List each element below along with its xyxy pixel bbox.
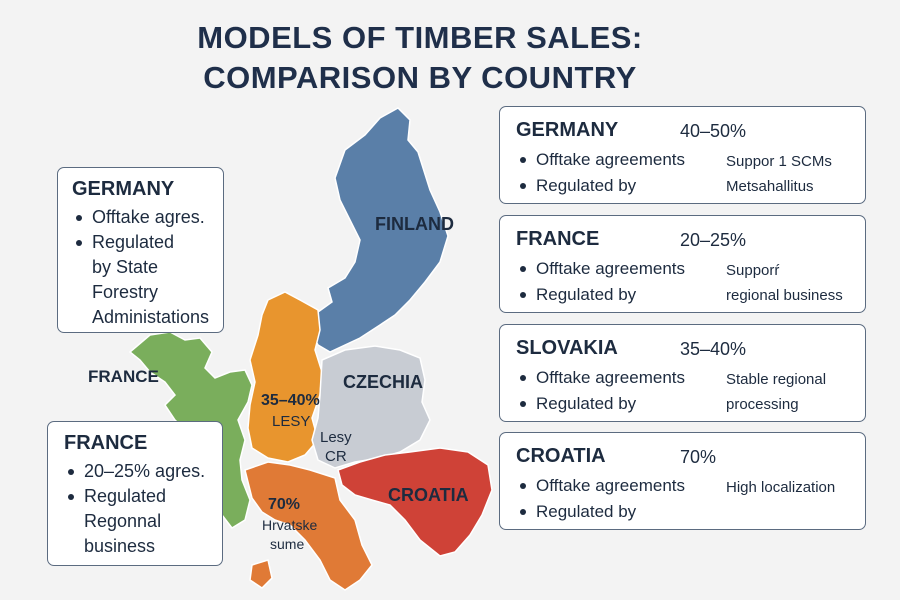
slovakia-card: SLOVAKIA 35–40% Offtake agreements Regul…: [499, 324, 866, 422]
card-note: High localization: [726, 475, 866, 500]
germany-callout-item: Regulated by State Forestry Administatio…: [72, 230, 223, 330]
card-country: GERMANY: [516, 119, 619, 141]
hrvatske-sume-label: Hrvatske sume: [262, 516, 317, 554]
card-item: Offtake agreements: [516, 473, 726, 499]
hrvatske-percent-label: 70%: [268, 496, 301, 513]
card-percent: 70%: [680, 447, 717, 467]
card-country: SLOVAKIA: [516, 337, 618, 359]
croatia-region: [337, 447, 493, 557]
card-note-line: processing: [726, 396, 799, 413]
france-map-label: FRANCE: [88, 367, 159, 386]
germany-callout-item-1-line-1: Offtake agres.: [92, 207, 205, 227]
card-note-line: Metsahallitus: [726, 178, 814, 195]
title-line-2: COMPARISON BY COUNTRY: [203, 60, 637, 95]
card-country: FRANCE: [516, 228, 600, 250]
france-callout-item-2-line-1: Regulated: [84, 486, 167, 506]
card-item: Offtake agreements: [516, 365, 726, 391]
france-callout-title: FRANCE: [64, 432, 148, 454]
page-title: MODELS OF TIMBER SALES: COMPARISON BY CO…: [120, 18, 720, 98]
france-callout-item-2-line-3: business: [84, 536, 156, 556]
hrvatske-line-2: sume: [270, 536, 305, 552]
france-callout-item-2-line-2: Regonnal: [84, 511, 162, 531]
germany-card: GERMANY 40–50% Offtake agreements Regula…: [499, 106, 866, 204]
czechia-region: [311, 345, 431, 469]
card-item: Regulated by: [516, 282, 726, 308]
card-item: Regulated by: [516, 391, 726, 417]
germany-callout-item-2-line-3: Forestry: [92, 282, 159, 302]
card-note: Stable regional processing: [726, 367, 866, 417]
germany-callout-item: Offtake agres.: [72, 205, 223, 230]
finland-map-label: FINLAND: [375, 214, 454, 234]
card-note-line: regional business: [726, 287, 843, 304]
title-line-1: MODELS OF TIMBER SALES:: [197, 20, 643, 55]
germany-callout-item-2-line-2: by State: [92, 257, 159, 277]
germany-callout: GERMANY Offtake agres. Regulated by Stat…: [57, 167, 224, 333]
germany-region: [247, 291, 323, 463]
card-note-line: Suppor 1 SCMs: [726, 153, 832, 170]
croatia-card: CROATIA 70% Offtake agreements Regulated…: [499, 432, 866, 530]
croatia-map-label: CROATIA: [388, 485, 469, 505]
czechia-map-label: CZECHIA: [343, 372, 423, 392]
card-note-line: High localization: [726, 479, 836, 496]
lesy-cr-line-2: CR: [325, 448, 347, 465]
france-card: FRANCE 20–25% Offtake agreements Regulat…: [499, 215, 866, 313]
card-percent: 40–50%: [680, 121, 747, 141]
card-note: Supporŕ regional business: [726, 258, 866, 308]
card-percent: 20–25%: [680, 230, 747, 250]
france-callout-item-1-line-1: 20–25% agres.: [84, 461, 206, 481]
sicily-region: [249, 559, 273, 589]
card-item: Regulated by: [516, 173, 726, 199]
card-note-line: Stable regional: [726, 371, 827, 388]
germany-callout-item-2-line-4: Administations: [92, 307, 210, 327]
card-item: Regulated by: [516, 499, 726, 525]
lesy-cr-line-1: Lesy: [320, 429, 352, 446]
hrvatske-line-1: Hrvatske: [262, 517, 318, 533]
finland-region: [309, 107, 449, 353]
card-country: CROATIA: [516, 445, 606, 467]
italy-region: [244, 461, 373, 591]
france-callout-item: Regulated Regonnal business: [64, 484, 222, 559]
card-item: Offtake agreements: [516, 256, 726, 282]
card-note-line: Supporŕ: [726, 262, 780, 279]
germany-callout-title: GERMANY: [72, 178, 175, 200]
card-percent: 35–40%: [680, 339, 747, 359]
card-note: Suppor 1 SCMs Metsahallitus: [726, 149, 866, 199]
germany-callout-item-2-line-1: Regulated: [92, 232, 175, 252]
france-callout: FRANCE 20–25% agres. Regulated Regonnal …: [47, 421, 223, 566]
card-item: Offtake agreements: [516, 147, 726, 173]
lesy-percent-label: 35–40%: [261, 392, 320, 409]
lesy-cr-label: Lesy CR: [320, 428, 352, 466]
lesy-name-label: LESY: [272, 413, 311, 430]
france-callout-item: 20–25% agres.: [64, 459, 222, 484]
